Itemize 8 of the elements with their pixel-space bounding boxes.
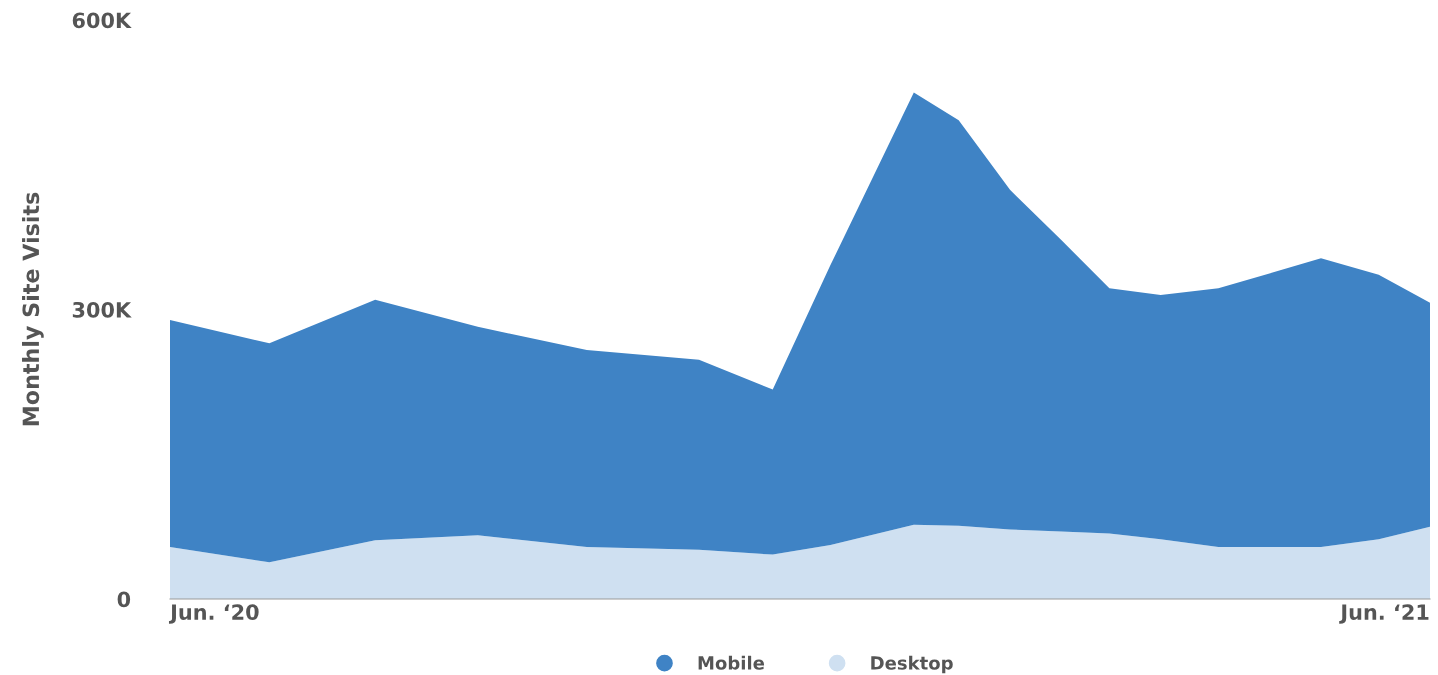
legend-label: Mobile (698, 655, 765, 670)
y-tick-label: 0 (117, 591, 131, 608)
y-tick-label: 600K (72, 12, 132, 29)
x-tick-label: Jun. ‘20 (168, 604, 259, 624)
y-tick-label: 300K (72, 301, 132, 318)
legend-label: Desktop (871, 655, 953, 674)
y-axis-title: Monthly Site Visits (22, 192, 44, 426)
x-tick-label: Jun. ‘21 (1339, 604, 1429, 624)
